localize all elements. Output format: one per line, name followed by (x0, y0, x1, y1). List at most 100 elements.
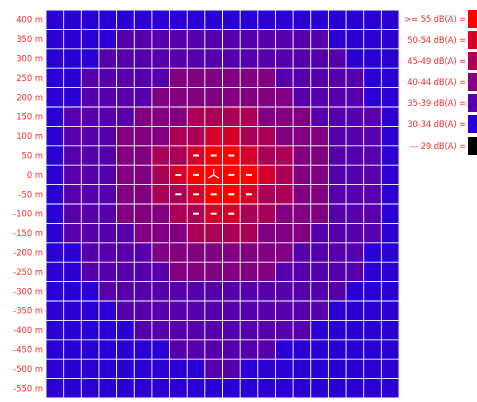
heatmap-cell (293, 262, 312, 282)
heatmap-cell (134, 339, 153, 360)
dash-marker (193, 193, 200, 196)
heatmap-cell (169, 262, 188, 282)
heatmap-cell (134, 87, 153, 108)
heatmap-cell (204, 68, 223, 88)
heatmap-cell (116, 29, 135, 50)
heatmap-cell (63, 242, 82, 263)
heatmap-cell (187, 10, 206, 30)
y-tick-label: 50 m (22, 151, 43, 161)
heatmap-cell (240, 68, 259, 88)
y-tick-label: -150 m (13, 228, 43, 238)
heatmap-cell (134, 204, 153, 224)
heatmap-cell (134, 48, 153, 69)
heatmap-cell (275, 339, 294, 360)
heatmap-cell (98, 301, 117, 321)
heatmap-cell (63, 281, 82, 302)
heatmap-cell (151, 165, 170, 185)
heatmap-cell (169, 107, 188, 127)
heatmap-cell (151, 29, 170, 50)
y-tick-label: -350 m (13, 306, 43, 316)
legend-label: 30-34 dB(A) = (407, 119, 466, 130)
heatmap-cell (222, 29, 241, 50)
heatmap-cell (151, 262, 170, 282)
heatmap-cell (81, 29, 100, 50)
heatmap-cell (240, 281, 259, 302)
heatmap-cell (328, 204, 347, 224)
heatmap-cell (293, 204, 312, 224)
legend-label: 45-49 dB(A) = (407, 56, 466, 67)
heatmap-cell (240, 204, 259, 224)
heatmap-cell (381, 165, 400, 185)
heatmap-cell (46, 262, 64, 282)
heatmap-cell (98, 339, 117, 360)
heatmap-cell (63, 145, 82, 166)
y-tick-label: -400 m (13, 325, 43, 335)
dash-marker (245, 173, 252, 176)
heatmap-cell (98, 10, 117, 30)
heatmap-cell (310, 107, 329, 127)
y-tick-label: -100 m (13, 209, 43, 219)
heatmap-cell (187, 223, 206, 244)
heatmap-cell (275, 68, 294, 88)
heatmap-cell (187, 68, 206, 88)
heatmap-cell (169, 48, 188, 69)
heatmap-cell (222, 339, 241, 360)
legend-item: 40-44 dB(A) = (400, 73, 477, 92)
heatmap-cell (116, 10, 135, 30)
heatmap-cell (134, 359, 153, 379)
heatmap-cell (275, 262, 294, 282)
heatmap-cell (328, 339, 347, 360)
y-tick-label: 250 m (16, 73, 43, 83)
heatmap-cell (116, 359, 135, 379)
heatmap-cell (293, 301, 312, 321)
heatmap-cell (222, 68, 241, 88)
heatmap-cell (204, 242, 223, 263)
heatmap-cell (169, 223, 188, 244)
heatmap-cell (328, 378, 347, 399)
heatmap-cell (240, 107, 259, 127)
heatmap-cell (63, 107, 82, 127)
heatmap-cell (46, 29, 64, 50)
heatmap-cell (310, 281, 329, 302)
heatmap-cell (275, 223, 294, 244)
heatmap-cell (98, 320, 117, 341)
heatmap-cell (310, 204, 329, 224)
heatmap-cell (204, 359, 223, 379)
heatmap-cell (46, 184, 64, 205)
heatmap-cell (328, 281, 347, 302)
heatmap-cell (346, 87, 364, 108)
heatmap-cell (187, 107, 206, 127)
heatmap-cell (204, 281, 223, 302)
heatmap-cell (204, 107, 223, 127)
heatmap-cell (98, 145, 117, 166)
heatmap-cell (134, 107, 153, 127)
dash-marker (175, 193, 182, 196)
heatmap-cell (363, 301, 382, 321)
heatmap-cell (98, 165, 117, 185)
heatmap-cell (346, 126, 364, 147)
heatmap-cell (257, 184, 276, 205)
heatmap-cell (98, 48, 117, 69)
legend-item: --- 29 dB(A) = (400, 136, 477, 155)
heatmap-cell (328, 48, 347, 69)
heatmap-cell (293, 242, 312, 263)
heatmap-cell (63, 68, 82, 88)
y-tick-label: -300 m (13, 286, 43, 296)
heatmap-cell (116, 242, 135, 263)
heatmap-cell (257, 10, 276, 30)
heatmap-cell (116, 339, 135, 360)
heatmap-cell (346, 301, 364, 321)
heatmap-cell (363, 359, 382, 379)
heatmap-cell (275, 87, 294, 108)
heatmap-cell (134, 301, 153, 321)
heatmap-cell (204, 87, 223, 108)
legend-item: 35-39 dB(A) = (400, 94, 477, 113)
heatmap-cell (257, 320, 276, 341)
heatmap-cell (187, 359, 206, 379)
heatmap-cell (187, 339, 206, 360)
heatmap-cell (257, 87, 276, 108)
dash-marker (175, 173, 182, 176)
heatmap-cell (381, 320, 400, 341)
heatmap-cell (328, 126, 347, 147)
heatmap-cell (363, 10, 382, 30)
